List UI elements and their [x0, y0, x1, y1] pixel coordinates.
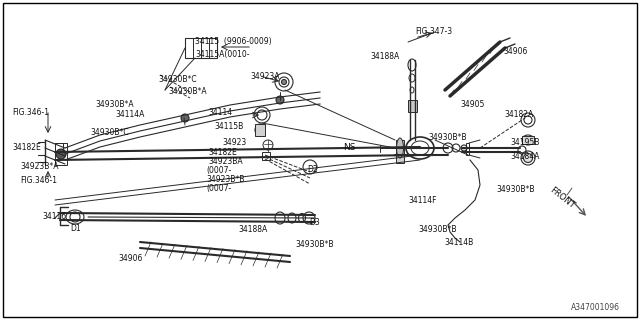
Bar: [466, 143, 469, 155]
Text: FIG.346-1: FIG.346-1: [20, 176, 57, 185]
Bar: [262, 152, 270, 160]
Text: 34930B*C: 34930B*C: [158, 75, 196, 84]
Text: (0007-: (0007-: [206, 166, 231, 175]
Text: 34906: 34906: [503, 47, 527, 56]
Bar: [408, 100, 417, 112]
Text: 34930B*A: 34930B*A: [95, 100, 134, 109]
Text: 34115B: 34115B: [214, 122, 243, 131]
Bar: [396, 140, 404, 163]
Text: 34930B*B: 34930B*B: [496, 185, 534, 194]
Text: 34195B: 34195B: [510, 138, 540, 147]
Text: D1: D1: [70, 224, 81, 233]
Text: NS: NS: [343, 143, 355, 152]
Text: 34184A: 34184A: [510, 152, 540, 161]
Bar: [55, 143, 63, 151]
Text: 34930B*C: 34930B*C: [90, 128, 129, 137]
Text: 34923B*B: 34923B*B: [206, 175, 244, 184]
Text: 34905: 34905: [460, 100, 484, 109]
Text: FIG.347-3: FIG.347-3: [415, 27, 452, 36]
Circle shape: [56, 149, 66, 159]
Ellipse shape: [282, 79, 287, 84]
Text: D3: D3: [309, 218, 320, 227]
Text: 34930B*B: 34930B*B: [295, 240, 333, 249]
Text: D2: D2: [307, 165, 317, 174]
Text: 34188A: 34188A: [370, 52, 399, 61]
Bar: [522, 136, 534, 144]
Text: 34115  (9906-0009): 34115 (9906-0009): [195, 37, 271, 46]
Text: 34923: 34923: [222, 138, 246, 147]
Text: 34182E: 34182E: [208, 148, 237, 157]
Text: 34923BA: 34923BA: [208, 157, 243, 166]
Text: 34115A(0010-: 34115A(0010-: [195, 50, 250, 59]
Bar: [55, 143, 67, 165]
Bar: [255, 124, 265, 136]
Text: 34906: 34906: [118, 254, 142, 263]
Text: 34182E: 34182E: [12, 143, 41, 152]
Text: 34930B*B: 34930B*B: [418, 225, 456, 234]
Text: 34114B: 34114B: [444, 238, 473, 247]
Text: 34188A: 34188A: [238, 225, 268, 234]
Ellipse shape: [524, 154, 532, 163]
Circle shape: [181, 114, 189, 122]
Text: 34116: 34116: [42, 212, 66, 221]
Bar: [185, 38, 217, 58]
Ellipse shape: [397, 138, 403, 158]
Text: 34930B*A: 34930B*A: [168, 87, 207, 96]
Text: 34930B*B: 34930B*B: [428, 133, 467, 142]
Text: 34923B*A: 34923B*A: [20, 162, 58, 171]
Text: 34182A: 34182A: [504, 110, 533, 119]
Text: 34923A: 34923A: [250, 72, 280, 81]
Text: 34114A: 34114A: [115, 110, 145, 119]
Text: FIG.346-1: FIG.346-1: [12, 108, 49, 117]
Text: 34114: 34114: [208, 108, 232, 117]
Circle shape: [276, 96, 284, 104]
Text: FRONT: FRONT: [548, 185, 576, 210]
Text: 34114F: 34114F: [408, 196, 436, 205]
Text: (0007-: (0007-: [206, 184, 231, 193]
Text: A347001096: A347001096: [571, 303, 620, 312]
